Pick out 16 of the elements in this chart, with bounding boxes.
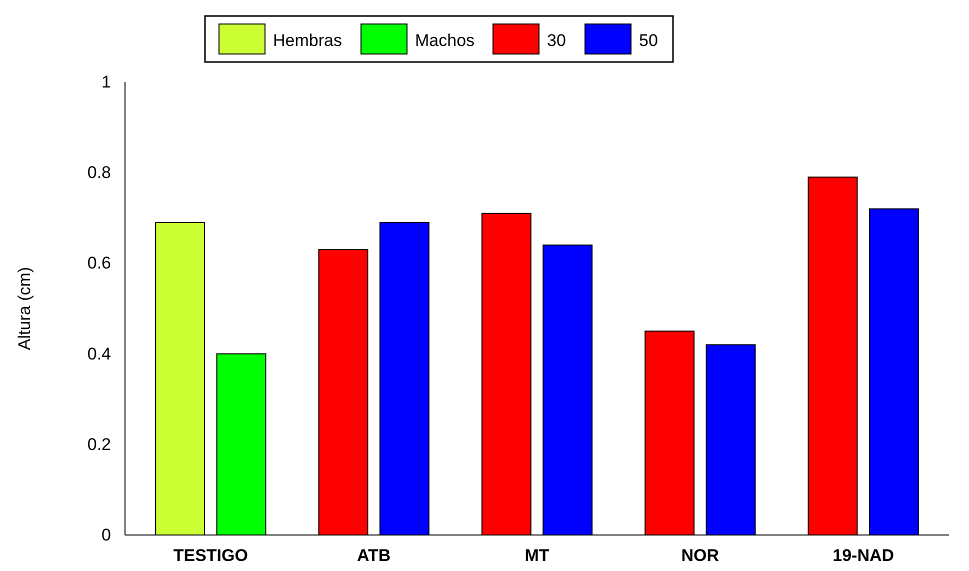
legend-label: 50: [639, 31, 658, 50]
legend-label: Machos: [415, 31, 475, 50]
y-tick-label: 1: [102, 72, 111, 92]
x-tick-label: NOR: [681, 546, 720, 566]
legend-label: 30: [547, 31, 566, 50]
legend-label: Hembras: [273, 31, 342, 50]
y-tick-label: 0.4: [87, 344, 111, 364]
y-tick-label: 0.6: [87, 254, 111, 273]
x-tick-label: ATB: [356, 546, 391, 566]
y-tick-label: 0.8: [87, 163, 111, 182]
y-axis-title: Altura (cm): [15, 266, 34, 350]
x-tick-label: MT: [524, 546, 550, 566]
x-tick-label: TESTIGO: [173, 546, 248, 566]
y-tick-label: 0.2: [87, 434, 111, 454]
x-tick-label: 19-NAD: [832, 546, 894, 566]
y-tick-label: 0: [102, 525, 111, 544]
